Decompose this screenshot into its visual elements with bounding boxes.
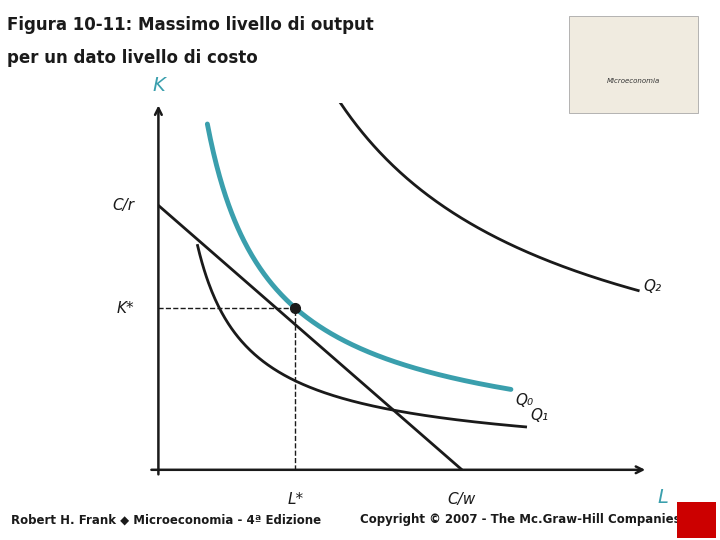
- FancyBboxPatch shape: [677, 502, 716, 538]
- Text: K*: K*: [117, 301, 134, 316]
- Text: Q₂: Q₂: [643, 279, 661, 294]
- Text: Mc
Graw
Hill: Mc Graw Hill: [686, 510, 706, 529]
- Text: Microeconomia: Microeconomia: [607, 78, 660, 84]
- Text: K: K: [152, 76, 165, 95]
- Text: Copyright © 2007 - The Mc.Graw-Hill Companies, srl: Copyright © 2007 - The Mc.Graw-Hill Comp…: [360, 513, 706, 526]
- Text: Q₁: Q₁: [531, 408, 549, 423]
- Text: L: L: [658, 488, 669, 507]
- Text: L*: L*: [287, 492, 304, 507]
- Text: Figura 10-11: Massimo livello di output: Figura 10-11: Massimo livello di output: [7, 16, 374, 34]
- FancyBboxPatch shape: [569, 16, 698, 113]
- Text: Q₀: Q₀: [516, 393, 534, 408]
- Text: Robert H. Frank ◆ Microeconomia - 4ª Edizione: Robert H. Frank ◆ Microeconomia - 4ª Edi…: [11, 513, 321, 526]
- Text: C/r: C/r: [112, 198, 134, 213]
- Text: C/w: C/w: [448, 492, 476, 507]
- Text: per un dato livello di costo: per un dato livello di costo: [7, 49, 258, 66]
